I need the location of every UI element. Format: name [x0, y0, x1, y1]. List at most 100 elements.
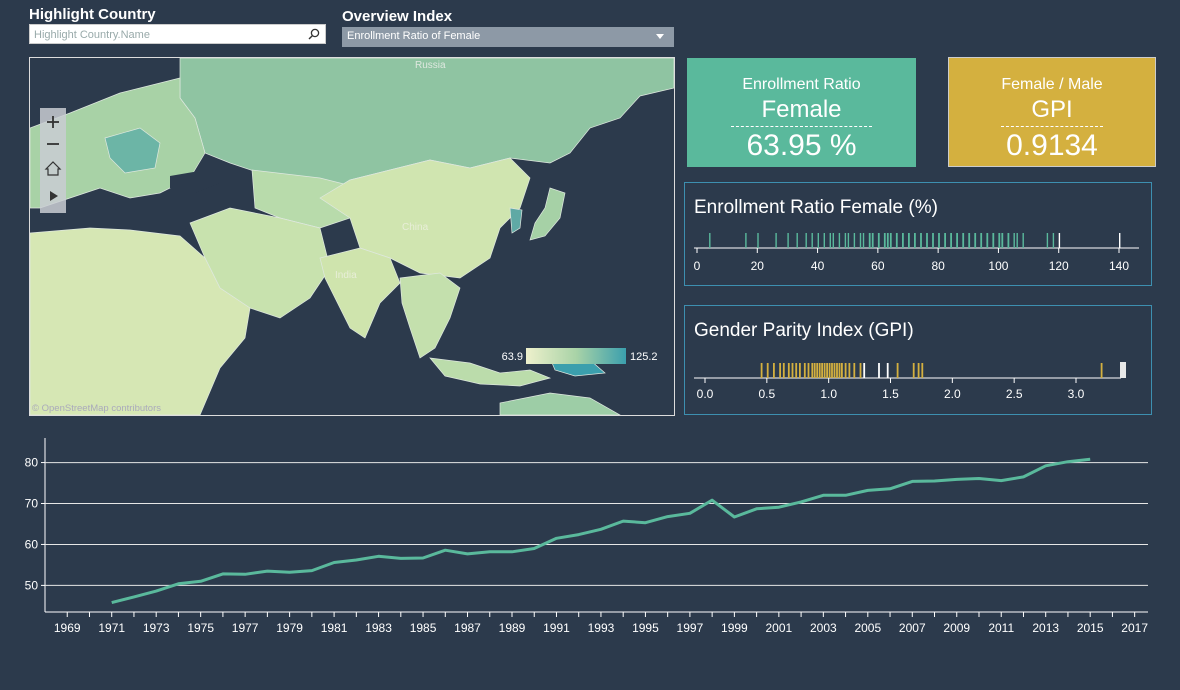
- gpi-tick-mark[interactable]: [787, 363, 790, 378]
- enrollment-tick-mark[interactable]: [932, 233, 934, 248]
- enrollment-tick-mark[interactable]: [1119, 233, 1121, 248]
- enrollment-tick-mark[interactable]: [992, 233, 995, 248]
- enrollment-tick-mark[interactable]: [980, 233, 983, 248]
- enrollment-tick-mark[interactable]: [926, 233, 928, 248]
- enrollment-tick-mark[interactable]: [1013, 233, 1015, 248]
- gpi-tick-mark[interactable]: [841, 363, 843, 378]
- enrollment-tick-mark[interactable]: [1016, 233, 1018, 248]
- enrollment-tick-mark[interactable]: [914, 233, 916, 248]
- region-central-asia[interactable]: [251, 169, 361, 229]
- enrollment-tick-mark[interactable]: [1046, 233, 1049, 248]
- enrollment-tick-mark[interactable]: [889, 233, 892, 248]
- gpi-tick-mark[interactable]: [921, 363, 924, 378]
- gpi-tick-mark[interactable]: [831, 363, 833, 378]
- enrollment-tick-mark[interactable]: [1001, 233, 1004, 248]
- enrollment-tick-mark[interactable]: [950, 233, 952, 248]
- gpi-tick-mark[interactable]: [844, 363, 847, 378]
- gpi-tick-mark[interactable]: [821, 363, 823, 378]
- gpi-tick-mark[interactable]: [807, 363, 810, 378]
- enrollment-strip-plot[interactable]: 0 20 40 60 80 100 120 140: [685, 183, 1151, 285]
- enrollment-tick-mark[interactable]: [944, 233, 946, 248]
- enrollment-tick-mark[interactable]: [829, 233, 831, 248]
- map-controls[interactable]: [40, 108, 66, 213]
- chevron-down-icon[interactable]: [656, 34, 664, 39]
- gpi-tick-mark[interactable]: [782, 363, 785, 378]
- enrollment-tick-mark[interactable]: [886, 233, 889, 248]
- region-southeast-asia[interactable]: [399, 272, 461, 359]
- enrollment-tick-mark[interactable]: [902, 233, 904, 248]
- enrollment-tick-mark[interactable]: [1058, 233, 1061, 248]
- enrollment-trend-chart[interactable]: 50 60 70 80 1969 1971 1973 1975 1977 1979 1981 1983…: [0, 430, 1180, 690]
- enrollment-tick-mark[interactable]: [796, 233, 798, 248]
- choropleth-map[interactable]: Russia China India 63.9 125.2: [29, 57, 675, 416]
- gpi-tick-mark[interactable]: [818, 363, 821, 378]
- enrollment-tick-mark[interactable]: [745, 233, 747, 248]
- enrollment-tick-mark[interactable]: [811, 233, 813, 248]
- highlight-country-input[interactable]: [30, 26, 308, 44]
- enrollment-tick-mark[interactable]: [775, 233, 777, 248]
- region-indonesia[interactable]: [429, 357, 552, 387]
- region-africa[interactable]: [30, 227, 251, 415]
- gpi-tick-mark[interactable]: [836, 363, 838, 378]
- gpi-tick-mark[interactable]: [833, 363, 836, 378]
- enrollment-tick-mark[interactable]: [859, 233, 862, 248]
- gpi-strip-plot[interactable]: 0.0 0.5 1.0 1.5 2.0 2.5 3.0: [685, 306, 1151, 414]
- enrollment-tick-mark[interactable]: [805, 233, 807, 248]
- gpi-tick-mark[interactable]: [828, 363, 831, 378]
- enrollment-tick-mark[interactable]: [1052, 233, 1055, 248]
- enrollment-tick-mark[interactable]: [877, 233, 880, 248]
- series-line-enrollment[interactable]: [111, 457, 1091, 605]
- gpi-tick-mark[interactable]: [838, 363, 841, 378]
- enrollment-tick-mark[interactable]: [823, 233, 825, 248]
- home-icon[interactable]: [44, 161, 62, 176]
- gpi-scroll-handle[interactable]: [1120, 362, 1126, 378]
- enrollment-tick-mark[interactable]: [920, 233, 922, 248]
- gpi-tick-mark[interactable]: [863, 363, 866, 378]
- highlight-country-search[interactable]: [29, 24, 326, 44]
- enrollment-tick-mark[interactable]: [853, 233, 856, 248]
- gpi-tick-mark[interactable]: [896, 363, 899, 378]
- enrollment-tick-mark[interactable]: [838, 233, 841, 248]
- enrollment-tick-mark[interactable]: [1022, 233, 1024, 248]
- gpi-tick-mark[interactable]: [766, 363, 769, 378]
- enrollment-tick-mark[interactable]: [1007, 233, 1010, 248]
- gpi-tick-mark[interactable]: [1100, 363, 1103, 378]
- enrollment-tick-mark[interactable]: [908, 233, 910, 248]
- gpi-tick-mark[interactable]: [773, 363, 775, 378]
- gpi-tick-mark[interactable]: [795, 363, 798, 378]
- enrollment-tick-mark[interactable]: [938, 233, 940, 248]
- zoom-in-button[interactable]: [47, 116, 59, 128]
- play-icon[interactable]: [50, 191, 58, 201]
- gpi-tick-mark[interactable]: [917, 363, 920, 378]
- gpi-ticks[interactable]: [760, 363, 1103, 378]
- enrollment-tick-mark[interactable]: [871, 233, 874, 248]
- gpi-tick-mark[interactable]: [853, 363, 856, 378]
- region-india[interactable]: [319, 247, 401, 339]
- enrollment-tick-mark[interactable]: [968, 233, 971, 248]
- region-korea[interactable]: [509, 207, 523, 234]
- map-canvas[interactable]: Russia China India 63.9 125.2: [30, 58, 674, 415]
- gpi-tick-mark[interactable]: [823, 363, 826, 378]
- gpi-tick-mark[interactable]: [760, 363, 763, 378]
- enrollment-tick-mark[interactable]: [847, 233, 850, 248]
- enrollment-tick-mark[interactable]: [883, 233, 886, 248]
- enrollment-tick-mark[interactable]: [998, 233, 1001, 248]
- gpi-tick-mark[interactable]: [813, 363, 816, 378]
- enrollment-tick-mark[interactable]: [895, 233, 898, 248]
- gpi-tick-mark[interactable]: [816, 363, 819, 378]
- region-australia[interactable]: [499, 392, 621, 415]
- enrollment-tick-mark[interactable]: [817, 233, 819, 248]
- enrollment-tick-mark[interactable]: [787, 233, 789, 248]
- region-japan[interactable]: [529, 187, 566, 241]
- gpi-tick-mark[interactable]: [811, 363, 814, 378]
- enrollment-tick-mark[interactable]: [956, 233, 958, 248]
- enrollment-tick-mark[interactable]: [986, 233, 989, 248]
- gpi-tick-mark[interactable]: [826, 363, 828, 378]
- enrollment-ticks[interactable]: [709, 233, 1121, 248]
- gpi-tick-mark[interactable]: [878, 363, 880, 378]
- enrollment-tick-mark[interactable]: [974, 233, 977, 248]
- overview-index-dropdown[interactable]: Enrollment Ratio of Female: [342, 27, 674, 47]
- gpi-tick-mark[interactable]: [791, 363, 794, 378]
- enrollment-tick-mark[interactable]: [862, 233, 865, 248]
- enrollment-tick-mark[interactable]: [962, 233, 965, 248]
